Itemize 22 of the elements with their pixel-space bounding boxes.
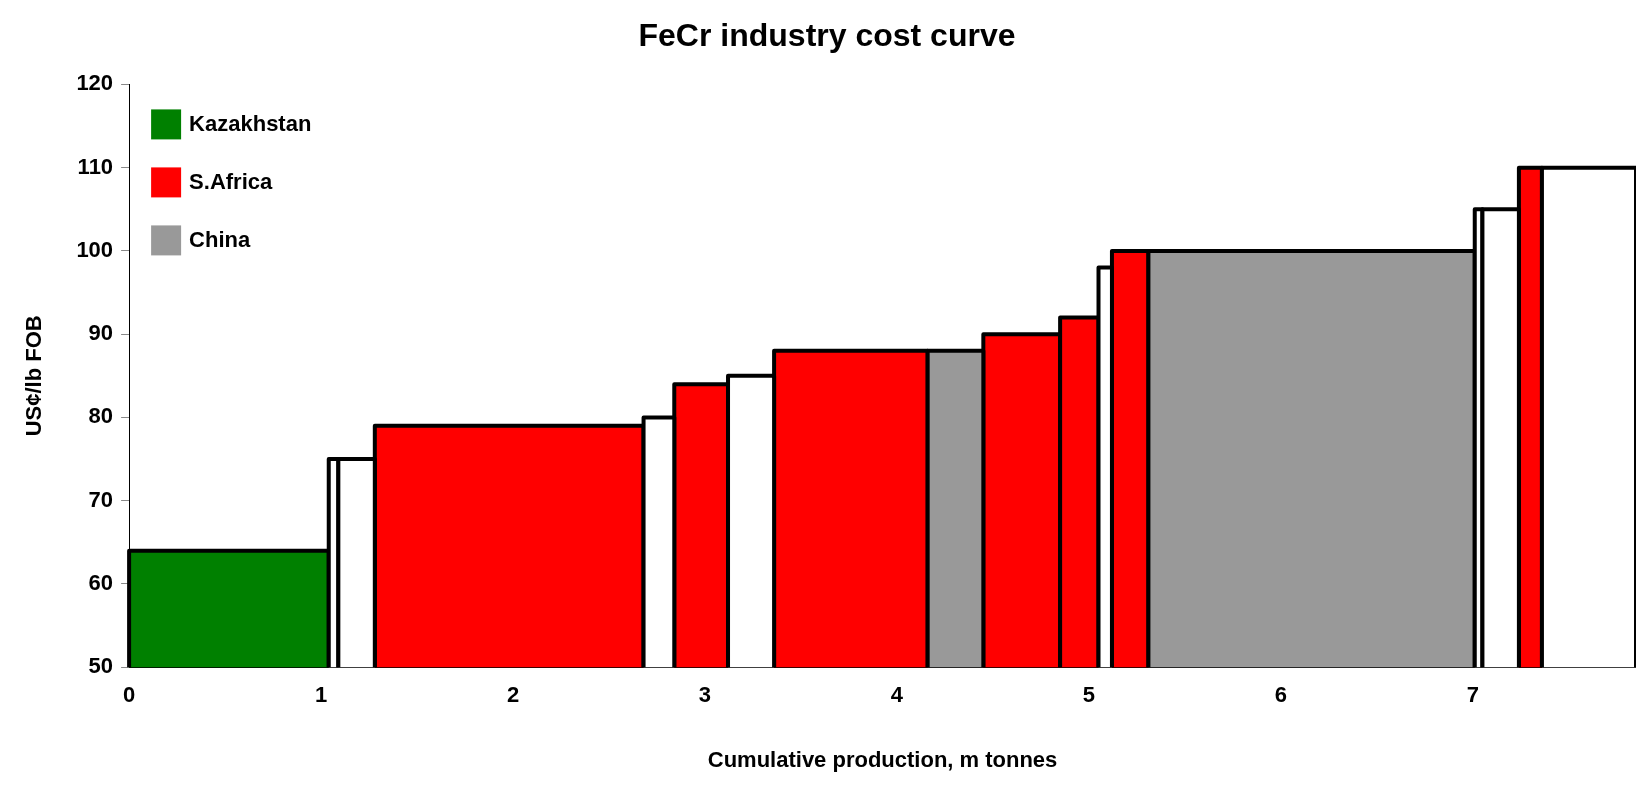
x-tick-label: 0 (122, 682, 136, 708)
y-tick-label: 80 (88, 403, 114, 429)
x-tick-label: 4 (890, 682, 904, 708)
y-tick-label: 120 (76, 70, 114, 96)
x-tick-label: 1 (314, 682, 328, 708)
y-tick-label: 70 (88, 486, 114, 512)
y-tick-label: 90 (88, 320, 114, 346)
chart-title: FeCr industry cost curve (638, 17, 1016, 54)
y-tick-label: 60 (88, 570, 114, 596)
legend-label: China (189, 227, 251, 253)
x-tick-label: 7 (1466, 682, 1479, 708)
legend-label: Kazakhstan (189, 111, 312, 137)
y-tick-label: 110 (77, 153, 114, 179)
y-tick-label: 100 (76, 236, 114, 262)
x-tick-label: 6 (1274, 682, 1287, 708)
y-axis-title: US¢/lb FOB (21, 315, 47, 437)
x-tick-label: 5 (1082, 682, 1096, 708)
x-tick-label: 3 (698, 682, 712, 708)
x-tick-label: 2 (506, 682, 520, 708)
legend-label: S.Africa (189, 169, 274, 195)
y-tick-label: 50 (88, 653, 114, 679)
x-axis-title: Cumulative production, m tonnes (707, 746, 1058, 772)
